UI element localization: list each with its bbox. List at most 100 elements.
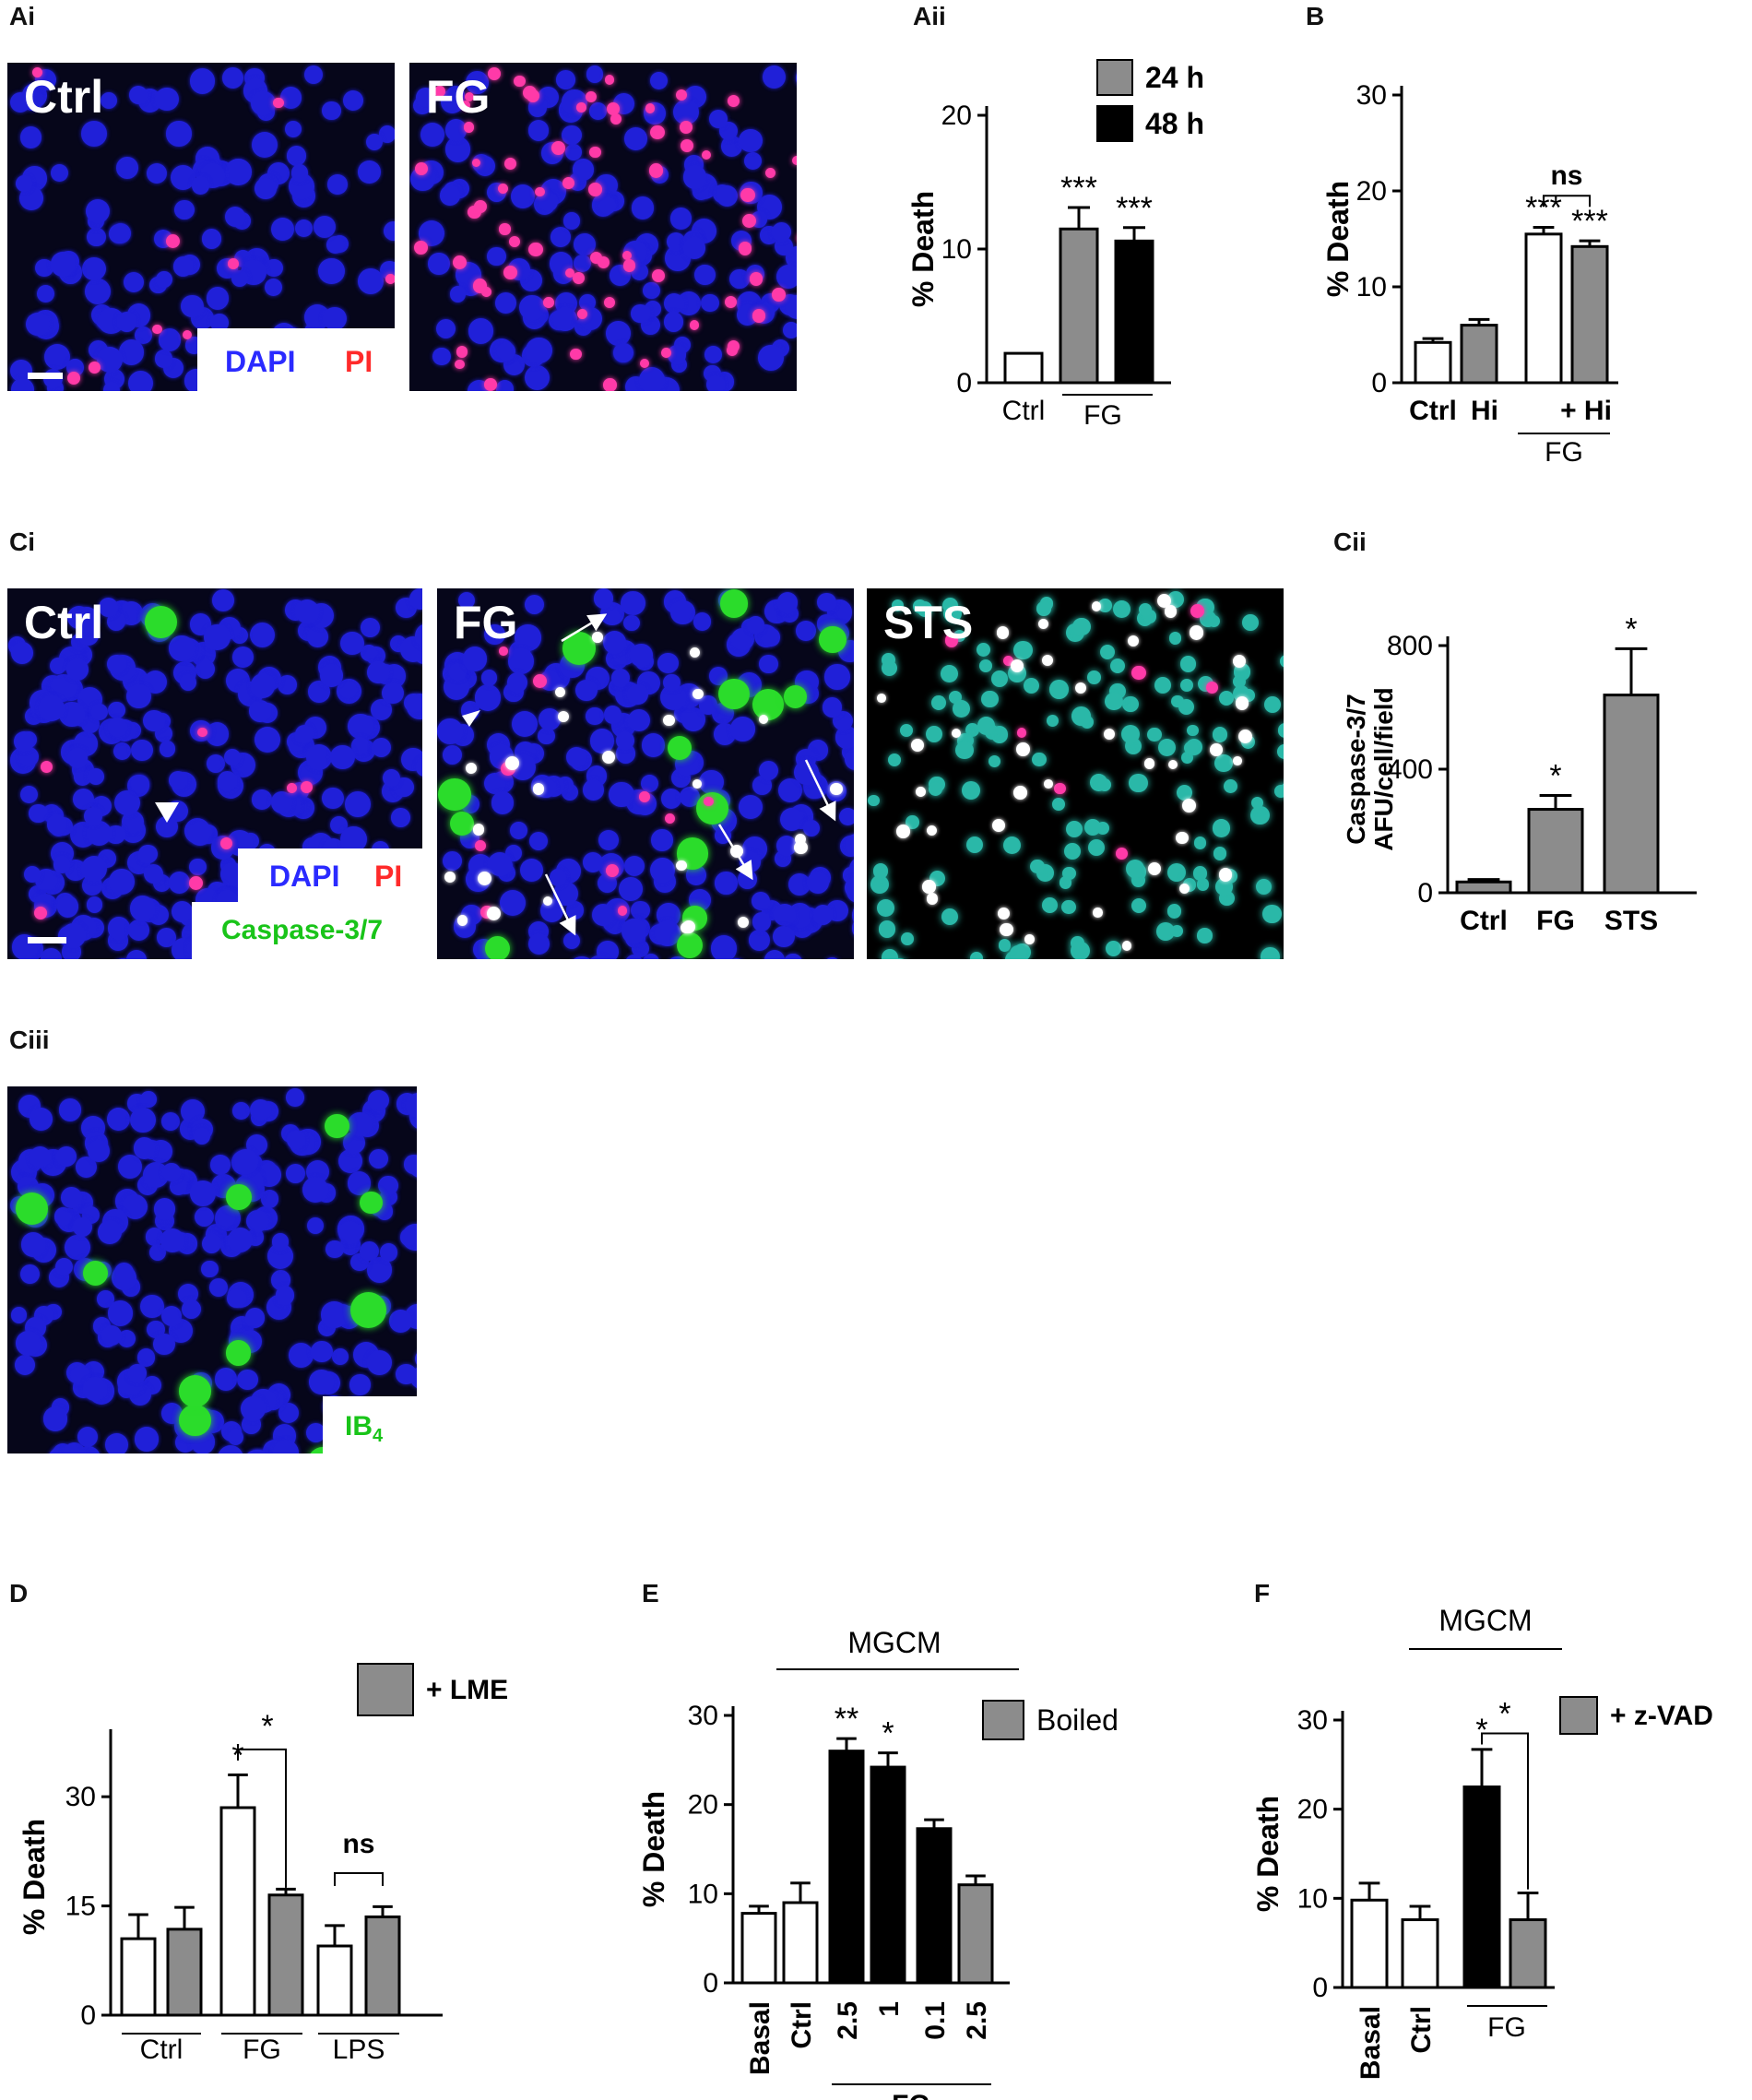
cell-dot [758,715,769,725]
cell-dot [667,955,689,959]
cell-dot [484,623,505,646]
cell-dot [942,604,963,623]
comparison-label: ns [1550,160,1582,191]
cell-dot [201,1233,221,1254]
cell-dot [764,955,782,959]
cell-dot [1179,679,1193,693]
cell-dot [487,907,502,921]
cell-dot [881,949,899,959]
bar [1460,324,1498,385]
cell-dot [367,661,389,684]
cell-dot [161,1112,181,1132]
cell-dot [304,65,324,84]
cell-dot [305,1423,326,1443]
cell-dot [511,184,536,209]
group-label: FG [1083,400,1122,431]
cell-dot [524,594,544,615]
cell-dot [367,1350,392,1375]
y-tick-label: 10 [688,1879,718,1909]
cell-dot [1098,599,1112,613]
cell-dot [645,103,656,113]
cell-dot [385,274,395,285]
cell-dot [225,1340,252,1366]
cell-dot [562,932,580,950]
cell-dot [1232,674,1246,688]
cell-dot [420,122,445,147]
cell-dot [1178,699,1195,716]
cell-dot [538,707,562,731]
cell-dot [651,829,673,851]
cell-dot [348,1111,373,1137]
cell-dot [153,1333,175,1355]
condition-label: Ctrl [24,597,104,648]
cell-dot [787,873,811,896]
cell-dot [845,749,854,771]
cell-dot [1218,868,1233,882]
cell-dot [56,1146,77,1168]
cell-dot [700,293,719,313]
cell-dot [1147,727,1162,742]
cell-dot [660,788,682,809]
cell-dot [396,1363,417,1384]
cell-dot [570,348,583,361]
y-tick-label: 20 [688,1790,718,1821]
cell-dot [604,75,615,85]
cell-dot [1016,728,1027,739]
cell-dot [699,769,724,794]
cell-dot [603,296,615,308]
channel-legend-caspase: Caspase-3/7 [192,902,422,959]
cell-dot [487,851,513,876]
significance-star: *** [1116,191,1153,226]
bar [1059,227,1099,385]
panel-label-d: D [9,1579,29,1608]
cell-dot [528,120,550,141]
cell-dot [794,841,808,855]
cell-dot [677,932,704,959]
cell-dot [440,185,460,206]
cell-dot [13,731,34,752]
cell-dot [609,781,635,808]
cell-dot [1280,654,1284,669]
cell-dot [97,1219,122,1244]
cell-dot [146,162,167,184]
cell-dot [90,703,109,720]
cell-dot [231,647,254,668]
bar [870,1765,906,1985]
cell-dot [339,681,357,699]
cell-dot [676,860,687,872]
cell-dot [86,896,103,914]
cell-dot [603,631,627,655]
cell-dot [604,706,622,724]
cell-dot [976,642,991,658]
cell-dot [1251,796,1264,809]
cell-dot [1062,866,1076,880]
bar [1527,808,1584,895]
cell-dot [156,270,172,288]
cell-dot [488,67,501,81]
cell-dot [572,271,585,284]
cell-dot [272,97,284,109]
panel-label-e: E [642,1579,659,1608]
cell-dot [339,631,364,656]
cell-dot [900,723,914,737]
cell-dot [944,634,959,647]
bar [364,1915,401,2017]
cell-dot [311,1340,333,1362]
cell-dot [463,122,475,133]
cell-dot [168,872,191,894]
cell-dot [116,312,136,332]
cell-dot [721,135,742,157]
cell-dot [505,755,520,770]
cell-dot [19,747,40,766]
y-tick-label: 20 [941,101,972,131]
cell-dot [279,87,302,109]
cell-dot [406,1092,417,1118]
micrograph-ai-fg: FG [409,63,797,391]
cell-dot [716,185,739,208]
cell-dot [275,1286,295,1305]
cell-dot [532,782,545,795]
comparison-label: * [1498,1697,1510,1732]
cell-dot [990,725,1009,743]
cell-dot [1186,724,1199,737]
